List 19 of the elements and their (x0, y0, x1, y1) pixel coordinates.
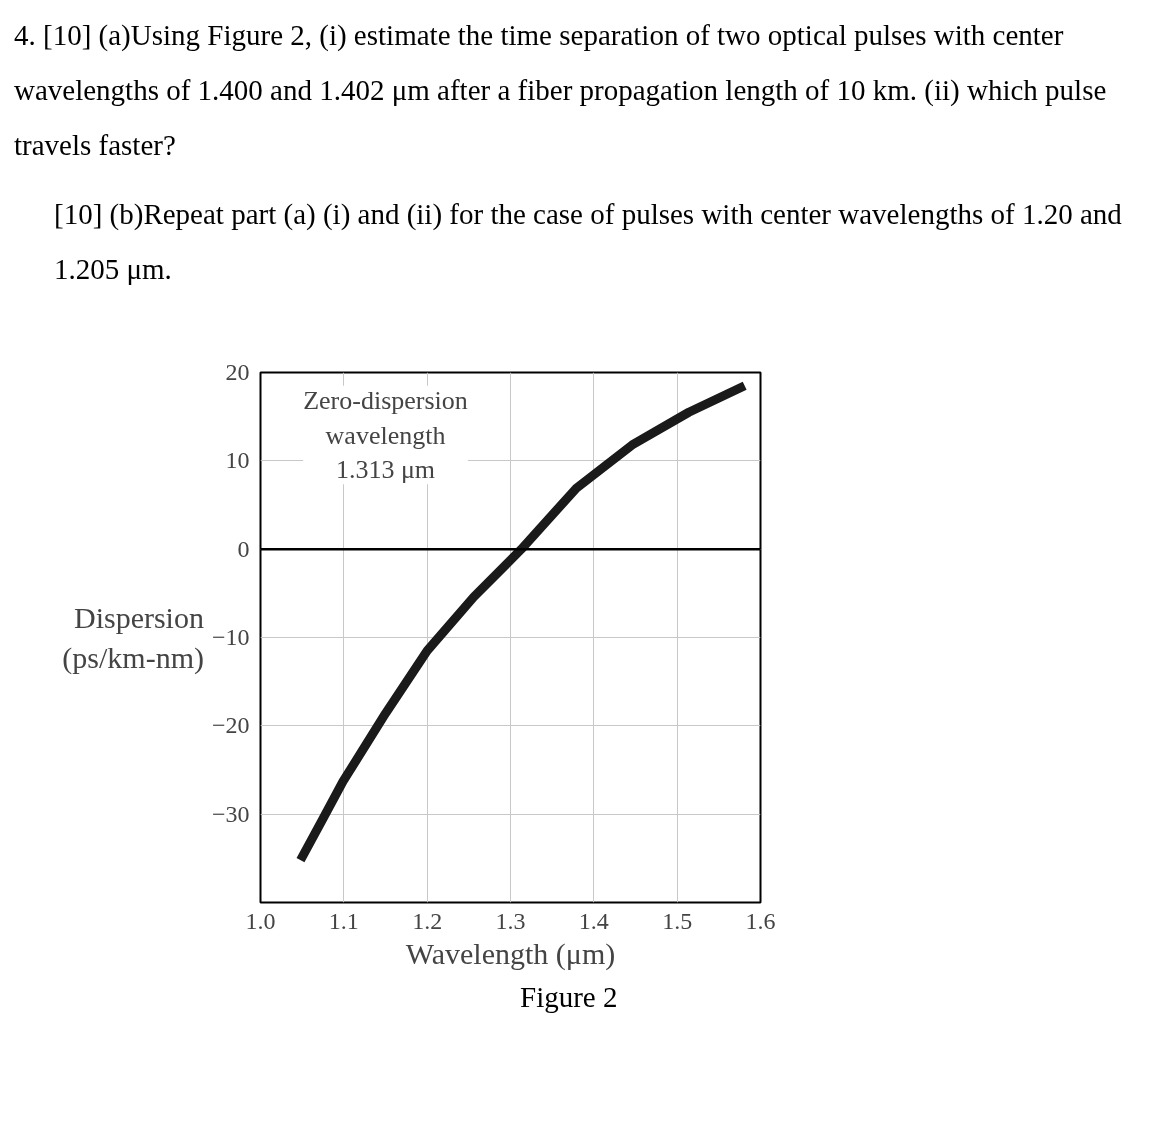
text: [10] (b)Repeat part (a) (i) and (ii) for the case of pulses with center wavelengths of 1.20 and 1.205 μm. (54, 197, 1123, 288)
y-tick-label: −30 (211, 801, 250, 828)
y-tick-label: −20 (211, 712, 250, 739)
text: 4. [10] (a)Using Figure 2, (i) estimate the time separation of two optical pulses with center wavelengths of 1.400 and 1.402 μm after a fiber propagation length of 10 km. (ii) which pulse travels faster? (14, 18, 1108, 164)
x-tick-label: 1.0 (245, 907, 276, 934)
y-tick-label: 0 (237, 536, 250, 563)
x-tick-label: 1.5 (662, 907, 693, 934)
x-tick-label: 1.2 (412, 907, 443, 934)
y-tick-label: −10 (211, 624, 250, 651)
y-axis-title: Dispersion (ps/km-nm) (62, 601, 204, 676)
x-tick-label: 1.4 (578, 907, 609, 934)
y-tick-label: 20 (225, 359, 250, 386)
x-tick-label: 1.3 (495, 907, 526, 934)
x-tick-label: 1.1 (328, 907, 359, 934)
y-tick-label: 10 (225, 447, 250, 474)
x-tick-label: 1.6 (745, 907, 776, 934)
x-axis-title: Wavelength (μm) (405, 936, 616, 971)
annotation: Zero-dispersion wavelength 1.313 μm (303, 386, 468, 485)
caption: Figure 2 (520, 980, 618, 1016)
